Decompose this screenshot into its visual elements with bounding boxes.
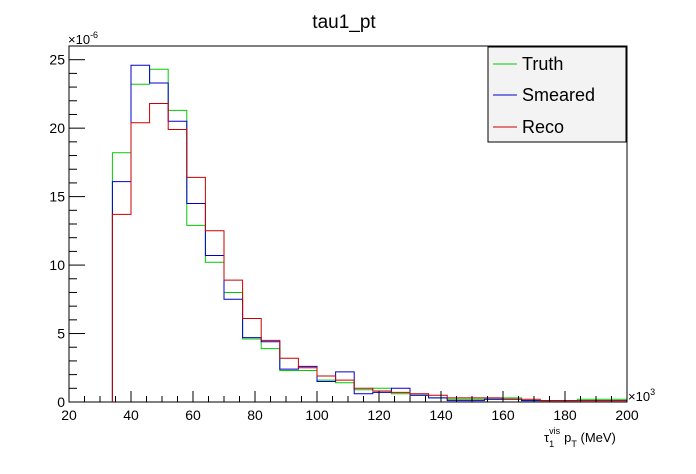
y-tick-label: 20 — [49, 120, 65, 136]
x-tick-label: 60 — [185, 407, 201, 423]
x-tick-label: 120 — [367, 407, 391, 423]
x-tick-label: 80 — [247, 407, 263, 423]
y-tick-label: 0 — [57, 394, 65, 410]
legend-entry-reco: Reco — [493, 117, 564, 137]
y-tick-label: 10 — [49, 257, 65, 273]
legend-label-smeared: Smeared — [522, 85, 595, 105]
x-tick-label: 100 — [305, 407, 329, 423]
x-axis-label: τ1vis pT (MeV) — [544, 426, 616, 449]
y-tick-label: 5 — [57, 326, 65, 342]
y-tick-label: 25 — [49, 52, 65, 68]
x-tick-label: 200 — [615, 407, 639, 423]
x-tick-label: 20 — [61, 407, 77, 423]
series-layer — [111, 64, 628, 402]
y-multiplier: ×10-6 — [68, 30, 98, 47]
legend: Truth Smeared Reco — [487, 46, 627, 143]
y-axis: 0 5 10 15 20 25 — [49, 45, 85, 410]
legend-entry-truth: Truth — [493, 54, 563, 74]
legend-label-reco: Reco — [522, 117, 564, 137]
legend-label-truth: Truth — [522, 54, 563, 74]
x-tick-label: 140 — [429, 407, 453, 423]
series-reco-histogram — [111, 103, 628, 402]
x-multiplier: ×103 — [628, 387, 655, 404]
x-tick-label: 180 — [553, 407, 577, 423]
x-axis: 20 40 60 80 100 120 140 160 180 200 — [61, 391, 639, 423]
x-tick-label: 160 — [491, 407, 515, 423]
legend-entry-smeared: Smeared — [493, 85, 595, 105]
chart-title: tau1_pt — [312, 12, 376, 33]
y-tick-label: 15 — [49, 189, 65, 205]
x-tick-label: 40 — [123, 407, 139, 423]
